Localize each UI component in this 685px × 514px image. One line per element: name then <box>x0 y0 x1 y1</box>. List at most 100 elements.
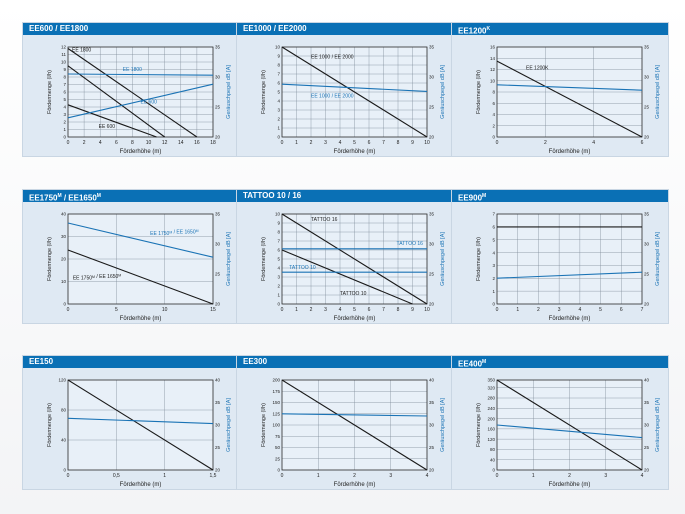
y-axis-label: Fördermenge (l/h) <box>261 237 267 281</box>
x-tick-label: 7 <box>641 307 644 313</box>
y-tick-label: 175 <box>272 389 280 394</box>
y-tick-label: 40 <box>490 457 496 462</box>
x-axis-label: Förderhöhe (m) <box>334 316 376 322</box>
chart-svg: 0 2 4 6 8 10 12 14 16 18012345678910111220253035E… <box>47 45 232 155</box>
x-tick-label: 0 <box>67 307 70 313</box>
series-label: EE 1200K <box>526 66 549 72</box>
y-tick-label: 80 <box>490 447 496 452</box>
x-tick-label: 1 <box>516 307 519 313</box>
y-tick-label: 7 <box>63 82 66 87</box>
flow-series-line <box>281 213 428 305</box>
x-tick-label: 0,5 <box>113 473 120 479</box>
x-tick-label: 6 <box>641 140 644 146</box>
x-tick-label: 9 <box>411 307 414 313</box>
y-tick-label: 9 <box>277 221 280 226</box>
flow-series-line <box>496 379 643 471</box>
noise-series-line <box>496 271 643 279</box>
y-tick-label: 4 <box>277 266 280 271</box>
y2-tick-label: 20 <box>429 135 435 140</box>
x-tick-label: 4 <box>592 140 595 146</box>
plot-frame <box>281 46 428 138</box>
chart-panel: EE1000 / EE2000 0 1 2 3 4 5 6 7 8 9 10 0 1 2 3 4 5 6 7 8 9 10 2… <box>236 22 454 157</box>
chart-panel: EE1750M / EE1650M 0 5 10 15 0 10 20 30 40 20 25 30 35… <box>22 189 240 324</box>
chart-svg: 0 5 10 15 0 10 20 30 40 20 25 30 35 EE 1750M / EE 165… <box>47 212 232 322</box>
x-tick-label: 0 <box>67 140 70 146</box>
y-tick-label: 2 <box>492 276 495 281</box>
y2-tick-label: 20 <box>429 302 435 307</box>
x-tick-label: 2 <box>310 140 313 146</box>
y2-tick-label: 35 <box>429 45 435 50</box>
y-tick-label: 100 <box>272 423 280 428</box>
y-tick-label: 5 <box>492 237 495 242</box>
y-tick-label: 50 <box>275 445 281 450</box>
y2-tick-label: 25 <box>215 105 221 110</box>
y2-axis-label: Geräuschpegel dB [A] <box>440 65 446 119</box>
x-tick-label: 10 <box>424 307 430 313</box>
x-tick-label: 4 <box>99 140 102 146</box>
series-label: EE 1750M / EE 1650M <box>73 273 121 281</box>
chart-panel: EE150 0 0,5 1 1,5 0 40 80 120 20 25 30 35 40 Förderhöh… <box>22 355 240 490</box>
y-tick-label: 0 <box>492 468 495 473</box>
x-tick-label: 5 <box>353 140 356 146</box>
y-tick-label: 4 <box>492 250 495 255</box>
plot-frame <box>281 379 428 471</box>
flow-series-line <box>281 249 413 305</box>
series-label: EE 1800 <box>123 67 142 73</box>
y-tick-label: 120 <box>487 437 495 442</box>
x-tick-label: 1,5 <box>210 473 217 479</box>
flow-series-line <box>496 60 643 138</box>
x-axis-label: Förderhöhe (m) <box>549 482 591 488</box>
x-tick-label: 8 <box>397 140 400 146</box>
flow-series-line <box>67 104 157 138</box>
x-axis-label: Förderhöhe (m) <box>120 149 162 155</box>
y2-tick-label: 20 <box>644 302 650 307</box>
y-tick-label: 1 <box>492 289 495 294</box>
y2-tick-label: 25 <box>644 445 650 450</box>
plot-frame <box>496 46 643 138</box>
y2-axis-label: Geräuschpegel dB [A] <box>440 232 446 286</box>
x-tick-label: 12 <box>162 140 168 146</box>
x-tick-label: 1 <box>317 473 320 479</box>
chart-svg: 0 0,5 1 1,5 0 40 80 120 20 25 30 35 40 Förderhöhe (m)… <box>47 378 232 488</box>
y-tick-label: 0 <box>277 468 280 473</box>
y-tick-label: 7 <box>277 239 280 244</box>
y-tick-label: 40 <box>61 212 67 217</box>
x-tick-label: 4 <box>339 307 342 313</box>
x-axis-label: Förderhöhe (m) <box>549 149 591 155</box>
y2-tick-label: 20 <box>644 135 650 140</box>
y-tick-label: 320 <box>487 385 495 390</box>
x-tick-label: 5 <box>599 307 602 313</box>
x-axis-label: Förderhöhe (m) <box>120 316 162 322</box>
x-tick-label: 0 <box>281 140 284 146</box>
y-tick-label: 0 <box>63 302 66 307</box>
x-tick-label: 3 <box>558 307 561 313</box>
y2-tick-label: 25 <box>644 272 650 277</box>
x-tick-label: 18 <box>210 140 216 146</box>
y2-axis-label: Geräuschpegel dB [A] <box>226 65 232 119</box>
y2-tick-label: 30 <box>215 242 221 247</box>
y-tick-label: 7 <box>277 72 280 77</box>
series-label: EE 1800 <box>72 48 91 54</box>
y-tick-label: 20 <box>61 257 67 262</box>
x-tick-label: 15 <box>210 307 216 313</box>
flow-series-line <box>67 379 214 471</box>
y-tick-label: 200 <box>272 378 280 383</box>
chart-panel: TATTOO 10 / 16 0 1 2 3 4 5 6 7 8 9 10 0 1 2 3 4 5 6 7 8 9 10 20… <box>236 189 454 324</box>
y-tick-label: 75 <box>275 434 281 439</box>
x-axis-label: Förderhöhe (m) <box>334 482 376 488</box>
x-tick-label: 3 <box>604 473 607 479</box>
y2-tick-label: 35 <box>215 212 221 217</box>
y2-tick-label: 35 <box>215 400 221 405</box>
x-tick-label: 9 <box>411 140 414 146</box>
y-tick-label: 1 <box>277 126 280 131</box>
y-tick-label: 80 <box>61 408 67 413</box>
x-tick-label: 14 <box>178 140 184 146</box>
y2-tick-label: 35 <box>429 400 435 405</box>
x-tick-label: 7 <box>382 307 385 313</box>
x-tick-label: 7 <box>382 140 385 146</box>
y2-tick-label: 35 <box>644 45 650 50</box>
x-tick-label: 4 <box>426 473 429 479</box>
x-tick-label: 2 <box>544 140 547 146</box>
plot-frame <box>67 46 214 138</box>
x-axis-label: Förderhöhe (m) <box>549 316 591 322</box>
